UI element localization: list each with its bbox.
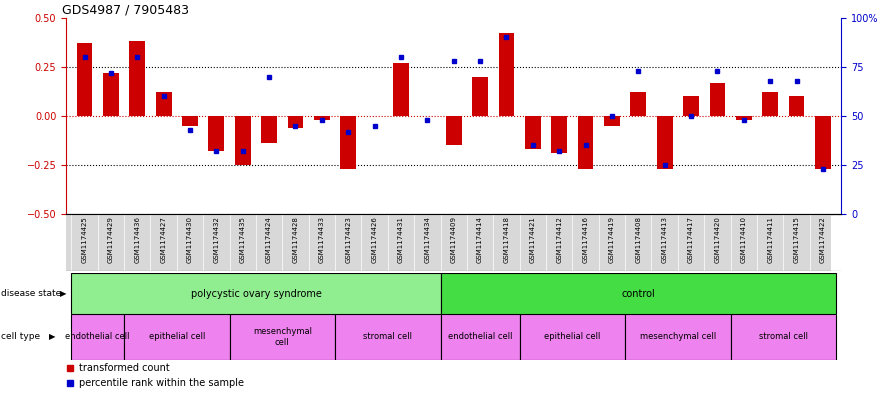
Text: GSM1174433: GSM1174433 — [319, 216, 325, 263]
Text: GSM1174423: GSM1174423 — [345, 216, 352, 263]
Text: GSM1174419: GSM1174419 — [609, 216, 615, 263]
Bar — [393, 63, 409, 116]
Text: stromal cell: stromal cell — [363, 332, 412, 342]
Bar — [656, 116, 672, 169]
Text: endothelial cell: endothelial cell — [65, 332, 130, 342]
Text: endothelial cell: endothelial cell — [448, 332, 513, 342]
Text: GSM1174418: GSM1174418 — [503, 216, 509, 263]
Bar — [578, 116, 594, 169]
Bar — [156, 92, 172, 116]
FancyBboxPatch shape — [440, 273, 836, 314]
Text: GSM1174408: GSM1174408 — [635, 216, 641, 263]
Bar — [182, 116, 198, 126]
Text: GSM1174414: GSM1174414 — [478, 216, 483, 263]
Bar — [446, 116, 462, 145]
Text: GSM1174430: GSM1174430 — [187, 216, 193, 263]
Bar — [77, 43, 93, 116]
Text: GSM1174429: GSM1174429 — [107, 216, 114, 263]
Bar — [499, 33, 515, 116]
Bar — [815, 116, 831, 169]
FancyBboxPatch shape — [440, 314, 520, 360]
Text: percentile rank within the sample: percentile rank within the sample — [79, 378, 244, 387]
Bar — [103, 73, 119, 116]
Text: transformed count: transformed count — [79, 363, 170, 373]
Bar — [788, 96, 804, 116]
Text: ▶: ▶ — [49, 332, 56, 342]
Text: GSM1174415: GSM1174415 — [794, 216, 800, 263]
Text: epithelial cell: epithelial cell — [544, 332, 601, 342]
Text: polycystic ovary syndrome: polycystic ovary syndrome — [190, 289, 322, 299]
FancyBboxPatch shape — [71, 273, 440, 314]
Text: stromal cell: stromal cell — [759, 332, 808, 342]
Bar — [235, 116, 251, 165]
Text: GSM1174428: GSM1174428 — [292, 216, 299, 263]
Bar — [340, 116, 356, 169]
Text: GSM1174434: GSM1174434 — [425, 216, 430, 263]
Bar — [552, 116, 567, 153]
Bar — [261, 116, 277, 143]
Text: GSM1174426: GSM1174426 — [372, 216, 378, 263]
FancyBboxPatch shape — [730, 314, 836, 360]
FancyBboxPatch shape — [230, 314, 335, 360]
Bar — [604, 116, 620, 126]
FancyBboxPatch shape — [71, 314, 124, 360]
FancyBboxPatch shape — [626, 314, 730, 360]
Text: mesenchymal cell: mesenchymal cell — [640, 332, 716, 342]
Text: GSM1174410: GSM1174410 — [741, 216, 747, 263]
Text: GSM1174424: GSM1174424 — [266, 216, 272, 263]
Bar — [683, 96, 699, 116]
Text: GSM1174431: GSM1174431 — [398, 216, 404, 263]
FancyBboxPatch shape — [66, 214, 831, 271]
Text: cell type: cell type — [1, 332, 40, 342]
Text: GSM1174417: GSM1174417 — [688, 216, 694, 263]
Text: GSM1174409: GSM1174409 — [451, 216, 456, 263]
Text: GSM1174425: GSM1174425 — [82, 216, 87, 263]
Text: GSM1174436: GSM1174436 — [134, 216, 140, 263]
Text: disease state: disease state — [1, 289, 61, 298]
Text: GSM1174427: GSM1174427 — [160, 216, 167, 263]
Text: GSM1174413: GSM1174413 — [662, 216, 668, 263]
FancyBboxPatch shape — [124, 314, 230, 360]
Bar — [314, 116, 329, 120]
FancyBboxPatch shape — [520, 314, 626, 360]
Text: ▶: ▶ — [60, 289, 66, 298]
Bar — [525, 116, 541, 149]
FancyBboxPatch shape — [335, 314, 440, 360]
Text: control: control — [621, 289, 655, 299]
Text: mesenchymal
cell: mesenchymal cell — [253, 327, 312, 347]
Text: epithelial cell: epithelial cell — [149, 332, 205, 342]
Text: GSM1174435: GSM1174435 — [240, 216, 246, 263]
Text: GSM1174411: GSM1174411 — [767, 216, 774, 263]
Text: GSM1174420: GSM1174420 — [714, 216, 721, 263]
Bar — [762, 92, 778, 116]
Bar — [209, 116, 225, 151]
Bar — [472, 77, 488, 116]
Bar — [631, 92, 647, 116]
Text: GDS4987 / 7905483: GDS4987 / 7905483 — [63, 4, 189, 17]
Text: GSM1174422: GSM1174422 — [820, 216, 825, 263]
Bar — [709, 83, 725, 116]
Bar — [130, 41, 145, 116]
Bar — [287, 116, 303, 128]
Text: GSM1174421: GSM1174421 — [529, 216, 536, 263]
Text: GSM1174432: GSM1174432 — [213, 216, 219, 263]
Bar — [736, 116, 751, 120]
Text: GSM1174416: GSM1174416 — [582, 216, 589, 263]
Text: GSM1174412: GSM1174412 — [556, 216, 562, 263]
